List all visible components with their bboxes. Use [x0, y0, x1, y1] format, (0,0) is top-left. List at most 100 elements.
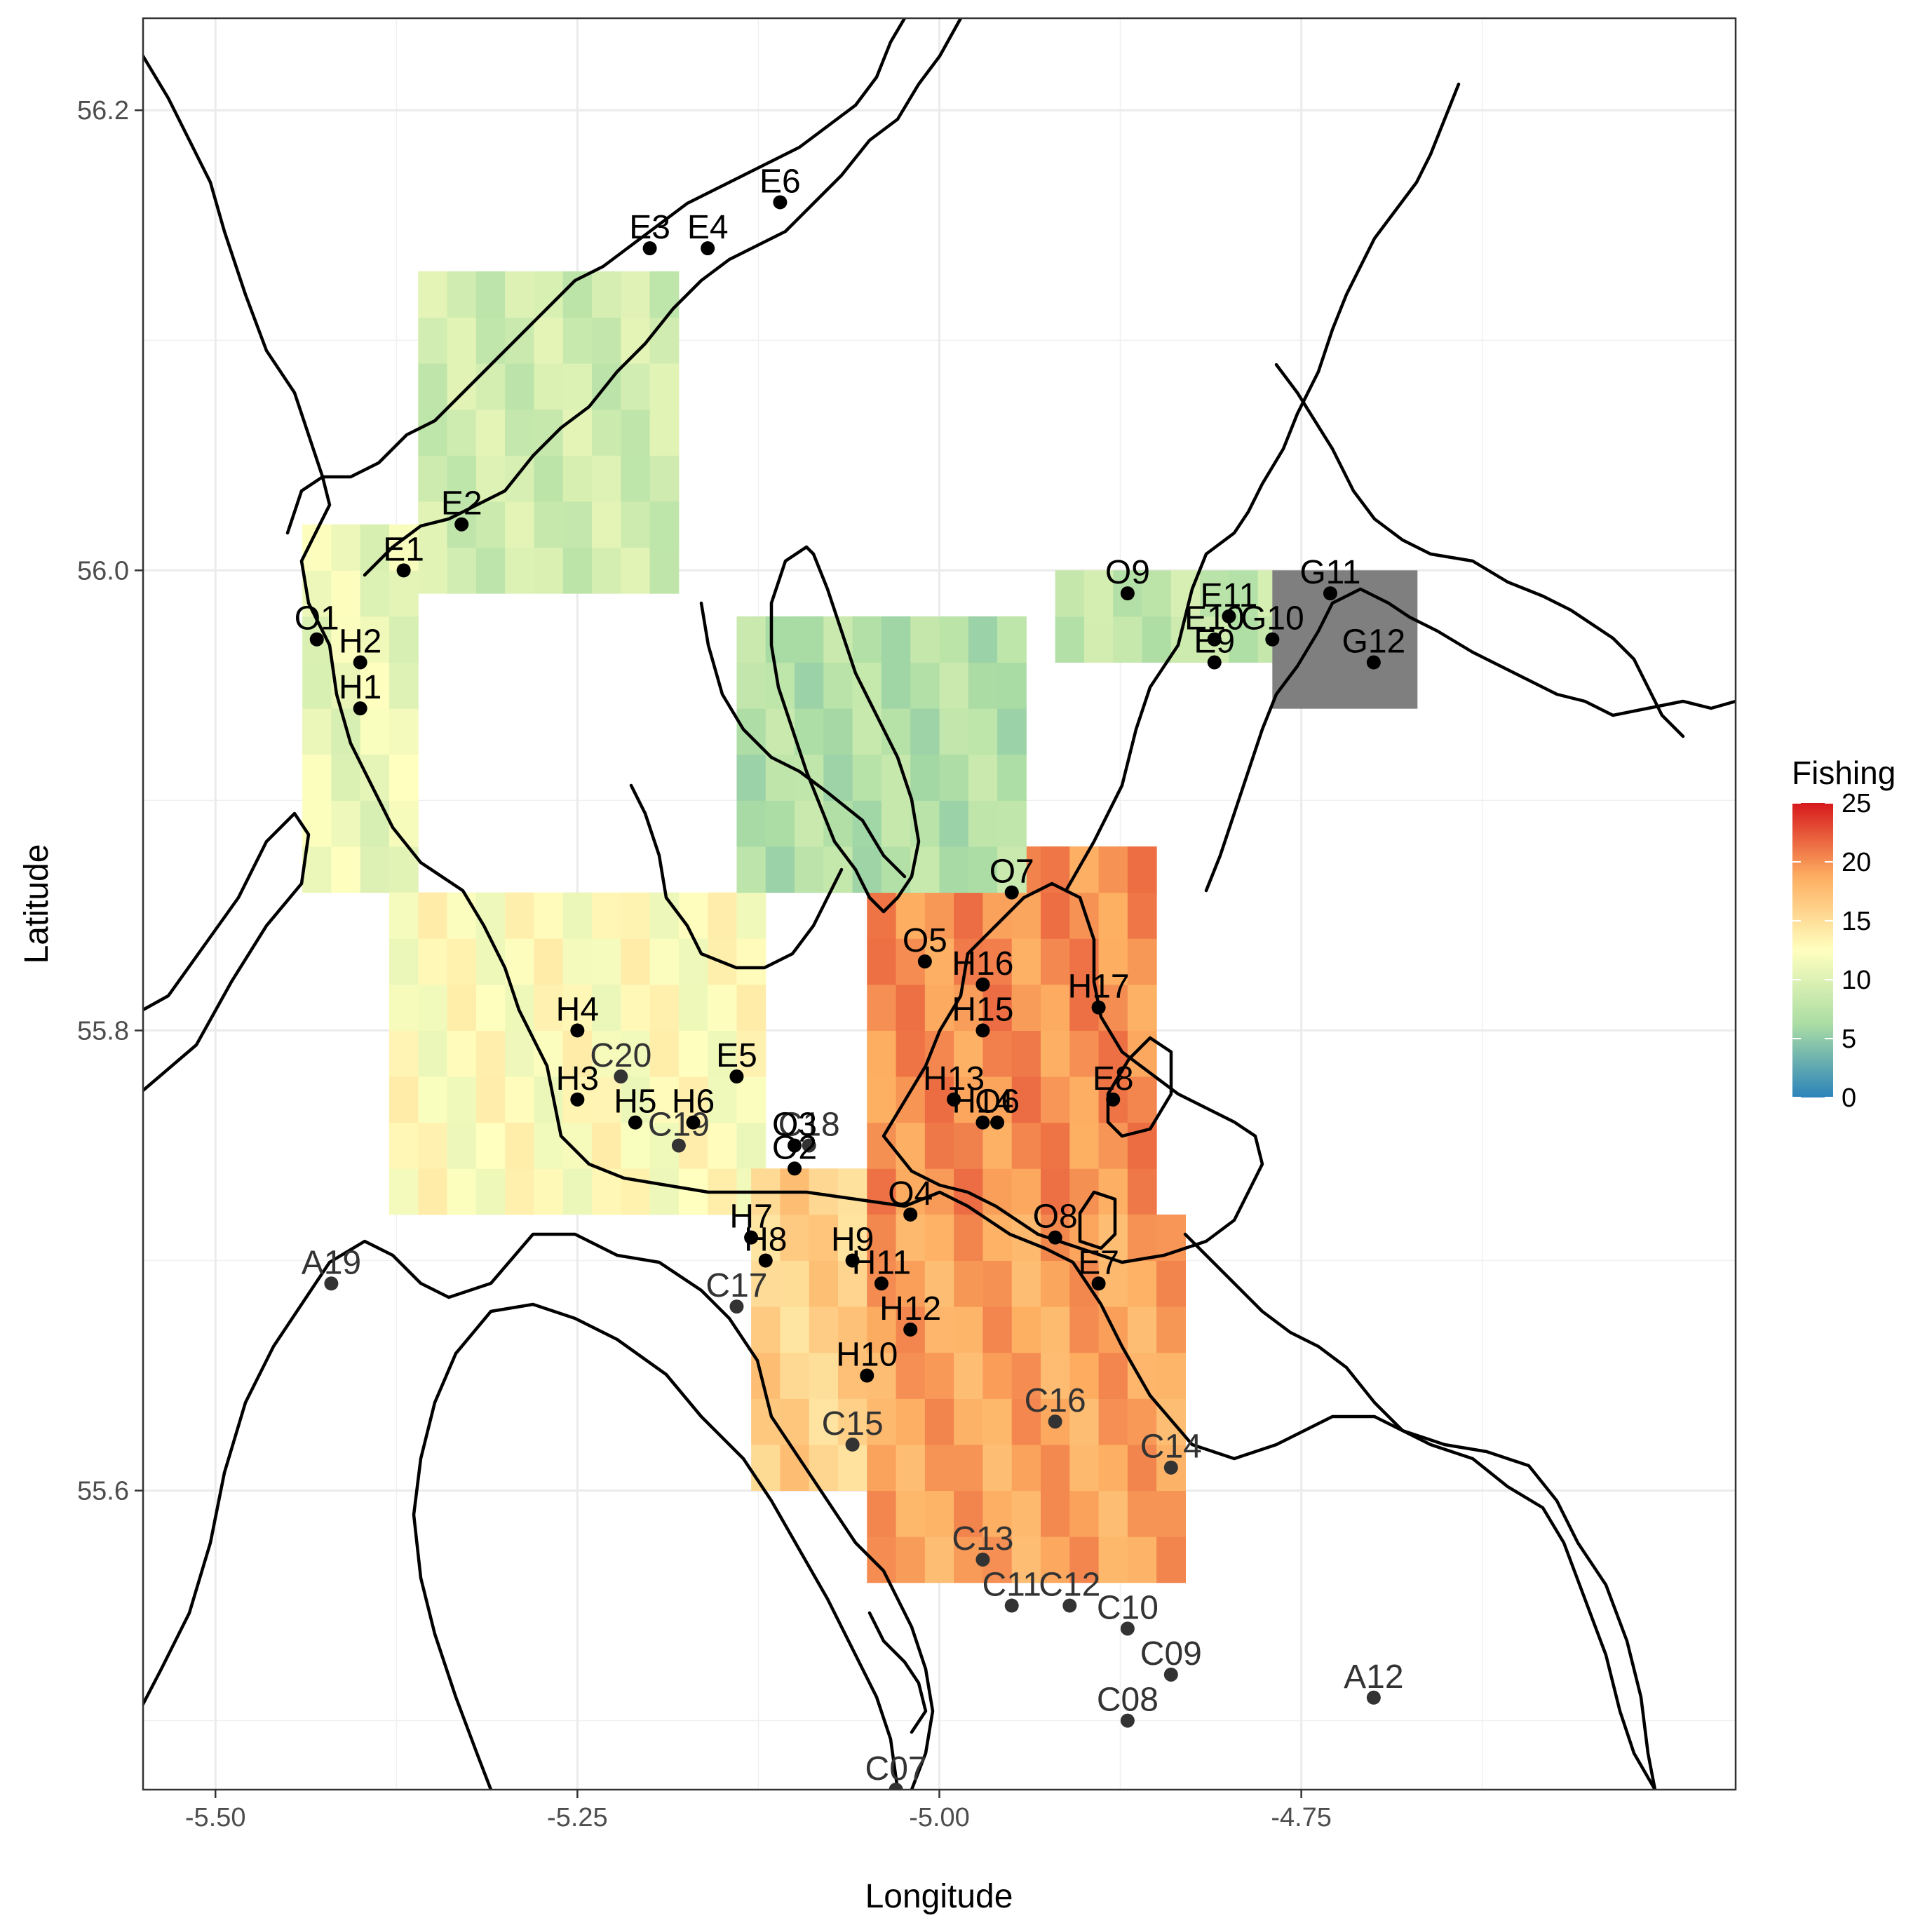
- fishing-cell: [592, 1030, 621, 1077]
- fishing-cell: [1069, 1122, 1100, 1169]
- fishing-cell: [1127, 1444, 1157, 1492]
- fishing-cell: [837, 1306, 867, 1353]
- fishing-cell: [534, 455, 564, 502]
- fishing-cell: [881, 662, 911, 709]
- fishing-cell: [331, 616, 361, 663]
- station-label: E9: [1194, 623, 1235, 661]
- station-label: C12: [1039, 1567, 1100, 1604]
- fishing-cell: [837, 1444, 867, 1492]
- fishing-cell: [982, 984, 1013, 1031]
- fishing-cell: [954, 1306, 983, 1353]
- station-point: [975, 1552, 990, 1567]
- fishing-cell: [1041, 1490, 1070, 1537]
- fishing-cell: [505, 1168, 534, 1215]
- fishing-cell: [389, 984, 419, 1031]
- coastline-gareloch: [1274, 363, 1685, 738]
- fishing-cell: [1330, 616, 1360, 663]
- fishing-cell: [505, 938, 534, 985]
- fishing-cell: [751, 1306, 781, 1353]
- fishing-cell: [867, 984, 897, 1031]
- fishing-cell: [1011, 1076, 1041, 1123]
- fishing-cell: [924, 1122, 954, 1169]
- fishing-cell: [1200, 570, 1229, 617]
- legend-tick-label: 5: [1842, 1025, 1856, 1054]
- fishing-cell: [954, 1490, 983, 1537]
- fishing-cell: [678, 1030, 708, 1077]
- x-tick-label: -5.50: [185, 1803, 246, 1832]
- fishing-cell: [621, 1122, 651, 1169]
- fishing-cell: [649, 1076, 680, 1123]
- fishing-cell: [765, 846, 795, 893]
- fishing-cell: [505, 547, 534, 594]
- station-label: G10: [1241, 600, 1304, 637]
- fishing-cell: [823, 662, 853, 709]
- station-point: [1207, 632, 1222, 647]
- fishing-cell: [649, 547, 680, 594]
- station-point: [903, 1207, 918, 1222]
- fishing-cell: [1127, 1536, 1157, 1583]
- fishing-cell: [1127, 1398, 1157, 1445]
- fishing-cell: [736, 1030, 766, 1077]
- fishing-cell: [1069, 1490, 1100, 1537]
- fishing-cell: [924, 1536, 954, 1583]
- fishing-cell: [896, 1444, 926, 1492]
- fishing-cell: [924, 984, 954, 1031]
- fishing-cell: [809, 1398, 839, 1445]
- fishing-cell: [331, 846, 361, 893]
- fishing-cell: [621, 1168, 651, 1215]
- fishing-cell: [1011, 1444, 1041, 1492]
- station-label: H5: [614, 1083, 656, 1121]
- fishing-cell: [562, 892, 593, 939]
- fishing-cell: [736, 754, 766, 801]
- station-point: [1163, 1667, 1178, 1682]
- station-label: H10: [836, 1337, 898, 1374]
- station-point: [1048, 1414, 1062, 1429]
- fishing-cell: [1229, 616, 1259, 663]
- fishing-cell: [475, 1030, 506, 1077]
- fishing-cell: [896, 1260, 926, 1307]
- fishing-cell: [360, 662, 390, 709]
- station-label: A12: [1344, 1659, 1403, 1696]
- fishing-cell: [1041, 938, 1070, 985]
- fishing-cell: [924, 1490, 954, 1537]
- fishing-cell: [852, 800, 882, 847]
- fishing-cell: [302, 708, 332, 755]
- fishing-cell: [678, 892, 708, 939]
- coastline-bute: [881, 881, 1264, 1264]
- fishing-cell: [1098, 1536, 1128, 1583]
- fishing-cell: [1041, 1030, 1070, 1077]
- station-point: [1091, 1000, 1106, 1015]
- fishing-cell: [823, 708, 853, 755]
- coastline-cumbrae-small: [1078, 1190, 1117, 1250]
- fishing-cell: [649, 984, 680, 1031]
- fishing-cell: [736, 800, 766, 847]
- station-point: [1222, 609, 1236, 623]
- fishing-cell: [1011, 1122, 1041, 1169]
- station-label: H1: [339, 669, 381, 706]
- fishing-cell: [1127, 1490, 1157, 1537]
- fishing-cell: [1098, 1398, 1128, 1445]
- fishing-cell: [968, 846, 998, 893]
- fishing-cell: [954, 892, 983, 939]
- coastline-loch-riddon: [699, 601, 907, 879]
- fishing-cell: [1011, 892, 1041, 939]
- y-tick-label: 55.6: [77, 1477, 129, 1506]
- fishing-cell: [475, 1168, 506, 1215]
- fishing-cell: [562, 455, 593, 502]
- legend-tick-label: 25: [1842, 789, 1871, 818]
- fishing-cell: [621, 938, 651, 985]
- station-label: H11: [852, 1244, 912, 1281]
- fishing-cell: [447, 547, 477, 594]
- legend-colorbar: [1792, 803, 1833, 1097]
- fishing-cell: [708, 892, 737, 939]
- fishing-cell: [867, 1030, 897, 1077]
- fishing-cell: [475, 501, 506, 548]
- station-point: [353, 701, 367, 716]
- fishing-cell: [939, 708, 969, 755]
- fishing-cell: [809, 1306, 839, 1353]
- fishing-cell: [1041, 1260, 1070, 1307]
- station-point: [1323, 586, 1337, 601]
- station-point: [975, 1023, 990, 1038]
- station-label: C07: [865, 1750, 927, 1788]
- fishing-cell: [751, 1260, 781, 1307]
